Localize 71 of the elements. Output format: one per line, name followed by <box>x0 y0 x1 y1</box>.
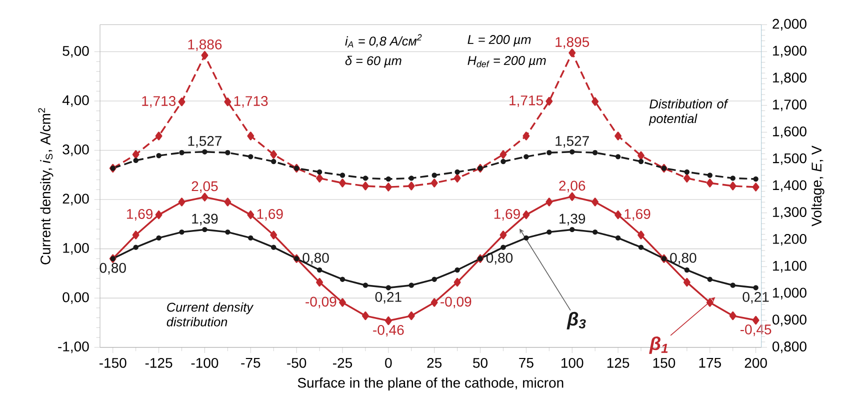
data-label: -0,46 <box>373 324 404 337</box>
x-tick-label: 0 <box>385 358 392 368</box>
y2-tick-label: 1,900 <box>773 46 806 58</box>
x-tick-label: 75 <box>519 358 534 368</box>
data-label: 0,80 <box>670 252 696 264</box>
x-tick-label: -100 <box>191 358 218 368</box>
data-label: 1,886 <box>188 39 222 52</box>
y2-tick-label: 1,300 <box>773 207 806 219</box>
data-label: 0,80 <box>302 252 329 264</box>
y-tick-label: 0,00 <box>62 292 89 304</box>
y2-tick-label: 1,100 <box>773 260 806 272</box>
x-tick-label: 100 <box>562 358 584 368</box>
data-label: 0,80 <box>100 262 126 274</box>
data-label: 1,69 <box>127 209 153 221</box>
y2-tick-label: 2,000 <box>772 18 806 30</box>
x-tick-label: -50 <box>287 358 306 368</box>
y2-tick-label: 1,200 <box>773 234 806 246</box>
data-label: 1,715 <box>510 96 543 108</box>
x-tick-label: -125 <box>145 358 172 368</box>
y2-tick-label: 1,400 <box>773 180 806 192</box>
data-label: 1,713 <box>234 96 268 108</box>
annotation: L = 200 µm <box>468 35 531 47</box>
x-tick-label: 150 <box>653 358 676 368</box>
data-label: 1,895 <box>556 37 590 49</box>
data-label: 1,527 <box>556 136 589 148</box>
data-label: 2,05 <box>192 181 218 193</box>
data-label: -0,09 <box>440 296 472 308</box>
y2-tick-label: 1,800 <box>773 72 806 84</box>
annotation: Current density distribution <box>166 302 254 326</box>
x-tick-label: -25 <box>333 358 352 368</box>
data-label: 0,21 <box>375 292 402 304</box>
data-label: -0,45 <box>740 324 772 336</box>
y2-tick-label: 1,700 <box>773 100 806 112</box>
data-label: 2,06 <box>559 180 586 192</box>
y-tick-label: -1,00 <box>58 342 89 354</box>
y2-tick-label: 0,900 <box>772 314 806 326</box>
data-label: 1,69 <box>624 209 650 221</box>
data-label: 1,713 <box>142 96 176 108</box>
y2-tick-label: 1,000 <box>773 288 806 300</box>
data-label: 0,80 <box>486 252 513 264</box>
y-tick-label: 2,00 <box>62 194 89 206</box>
y-tick-label: 3,00 <box>62 144 89 156</box>
y-tick-label: 1,00 <box>63 243 89 255</box>
x-axis-title: Surface in the plane of the cathode, micron <box>298 377 564 391</box>
x-tick-label: 125 <box>607 358 630 368</box>
x-tick-label: 200 <box>744 358 767 368</box>
data-label: 0,21 <box>742 292 769 304</box>
x-tick-label: -75 <box>241 358 260 368</box>
data-label: 1,39 <box>192 214 218 226</box>
y2-axis-title: Voltage, E, V <box>811 146 824 226</box>
x-tick-label: 50 <box>473 358 488 368</box>
y-axis-title: Current density, i$_{S}$, A/cm$^{2}$ <box>38 108 54 264</box>
annotation: i$_{A}$ = 0,8 A/см$^{2}$ <box>345 34 422 48</box>
y2-tick-label: 0,800 <box>772 342 806 354</box>
annotation: δ = 60 µm <box>345 56 402 68</box>
text: β$_{1}$ <box>649 336 668 354</box>
y2-tick-label: 1,500 <box>773 153 806 165</box>
x-tick-label: 175 <box>699 358 721 368</box>
x-tick-label: -150 <box>99 358 126 368</box>
x-tick-label: 25 <box>427 358 442 368</box>
y-tick-label: 5,00 <box>62 46 89 58</box>
annotation: H$_{def}$ = 200 µm <box>468 56 546 68</box>
text: β$_{3}$ <box>566 312 586 330</box>
data-label: 1,69 <box>494 209 520 221</box>
data-label: 1,527 <box>188 136 222 148</box>
data-label: 1,39 <box>560 214 586 226</box>
annotation: Distribution of potential <box>648 99 728 126</box>
y-tick-label: 4,00 <box>62 95 89 107</box>
data-label: -0,09 <box>306 296 336 308</box>
data-label: 1,69 <box>257 209 283 221</box>
y2-tick-label: 1,600 <box>773 126 806 138</box>
